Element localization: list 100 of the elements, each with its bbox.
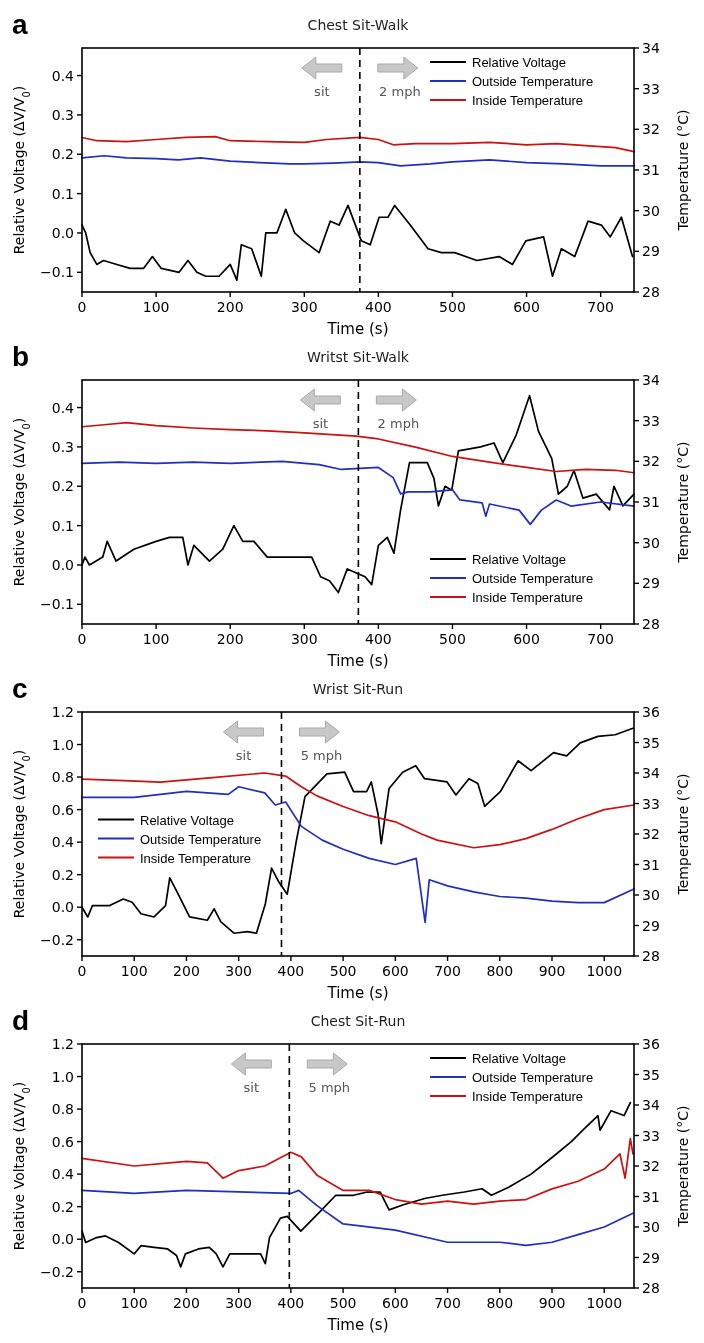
y-tick-label: 0.0 [51,1231,74,1248]
x-tick-label: 500 [329,963,357,979]
y2-tick-label: 31 [642,162,660,178]
y-tick-label: 0.6 [51,1133,75,1150]
x-tick-label: 100 [120,963,148,979]
x-tick-label: 200 [173,1295,200,1311]
x-tick-label: 600 [381,1295,409,1311]
x-tick-label: 500 [329,1295,357,1311]
y2-tick-label: 34 [642,40,660,56]
x-tick-label: 400 [365,631,392,647]
y2-tick-label: 35 [642,1066,660,1083]
x-tick-label: 200 [173,963,200,979]
y-tick-label: 0.4 [51,399,75,416]
y-tick-label: −0.2 [40,1263,74,1280]
x-tick-label: 500 [439,299,466,315]
y2-tick-label: 35 [642,734,660,751]
y2-tick-label: 34 [642,372,660,388]
y-tick-label: 0.4 [51,834,75,851]
line-series [81,772,635,849]
y-tick-label: 0.0 [51,224,74,241]
y2-tick-label: 28 [642,284,660,300]
line-series [81,785,635,924]
y-tick-label: 0.8 [51,769,74,786]
line-series [81,1189,634,1247]
chart-title: Writst Sit-Walk [307,349,410,365]
y2-tick-label: 31 [642,856,660,873]
y2-tick-label: 31 [642,1188,660,1205]
y-tick-label: 0.8 [51,1101,74,1118]
y2-tick-label: 29 [642,1249,660,1266]
y2-tick-label: 28 [642,948,660,964]
legend-label: Outside Temperature [140,831,262,847]
y2-tick-label: 29 [642,243,660,260]
y-tick-label: 0.2 [51,146,74,163]
y-tick-label: 0.0 [51,556,74,573]
x-tick-label: 200 [216,299,244,315]
y2-tick-label: 32 [642,121,660,138]
y2-tick-label: 32 [642,453,660,470]
x-tick-label: 300 [225,963,253,979]
x-tick-label: 700 [587,299,615,315]
y-tick-label: −0.1 [40,596,74,613]
y-tick-label: 0.3 [51,106,74,123]
annotation: 2 mph [379,84,421,99]
x-tick-label: 700 [434,1295,461,1311]
chart-title: Chest Sit-Run [310,1013,406,1029]
y2-tick-label: 28 [642,616,660,632]
legend-label: Relative Voltage [472,1051,566,1066]
line-series [81,1137,634,1205]
y2-tick-label: 33 [642,795,660,812]
y-tick-label: 0.4 [51,67,75,84]
x-tick-label: 0 [77,963,87,979]
x-tick-label: 900 [538,963,566,979]
line-series [81,135,635,153]
x-tick-label: 300 [290,631,318,647]
x-tick-label: 800 [486,1295,514,1311]
text: a [12,9,28,40]
x-tick-label: 800 [486,963,514,979]
x-tick-label: 200 [216,631,244,647]
x-tick-label: 100 [142,299,170,315]
chart-title: Wrist Sit-Run [312,681,404,697]
annotation: sit [312,416,329,431]
y2-axis-title: Temperature (°C) [675,1105,691,1228]
chart-title: Chest Sit-Walk [307,17,410,33]
x-tick-label: 700 [587,631,615,647]
x-tick-label: 400 [365,299,392,315]
y2-axis-title: Temperature (°C) [675,441,691,564]
y-tick-label: 1.2 [51,704,74,720]
x-tick-label: 1000 [586,1295,623,1311]
y2-tick-label: 32 [642,1158,660,1174]
legend-label: Relative Voltage [472,55,566,70]
y-tick-label: 0.2 [51,866,74,883]
line-series [81,460,635,526]
legend-label: Inside Temperature [472,1089,584,1104]
x-tick-label: 100 [142,631,170,647]
y2-tick-label: 36 [642,1036,660,1052]
annotation: sit [243,1080,260,1095]
y-tick-label: 0.3 [51,438,74,455]
y-tick-label: 0.1 [51,517,74,534]
y-tick-label: −0.2 [40,931,74,948]
x-axis-title: Time (s) [326,652,389,670]
x-tick-label: 600 [513,299,540,315]
line-series [81,154,635,167]
x-tick-label: 300 [225,1295,253,1311]
y2-tick-label: 34 [642,765,660,781]
y-tick-label: 0.4 [51,1166,75,1183]
y2-tick-label: 30 [642,1219,660,1235]
x-tick-label: 300 [290,299,318,315]
y-tick-label: 0.6 [51,801,75,818]
annotation: sit [235,748,252,763]
legend-label: Inside Temperature [140,850,252,866]
x-tick-label: 900 [538,1295,566,1311]
y-tick-label: 0.2 [51,478,74,495]
x-tick-label: 500 [439,631,466,647]
annotation: 5 mph [308,1080,351,1095]
y2-tick-label: 34 [642,1097,660,1113]
annotation: 5 mph [300,748,343,763]
annotation: sit [314,84,330,99]
y-tick-label: 1.0 [51,1068,74,1085]
y2-tick-label: 30 [642,202,660,219]
y2-tick-label: 29 [642,575,660,592]
x-tick-label: 1000 [586,963,623,979]
